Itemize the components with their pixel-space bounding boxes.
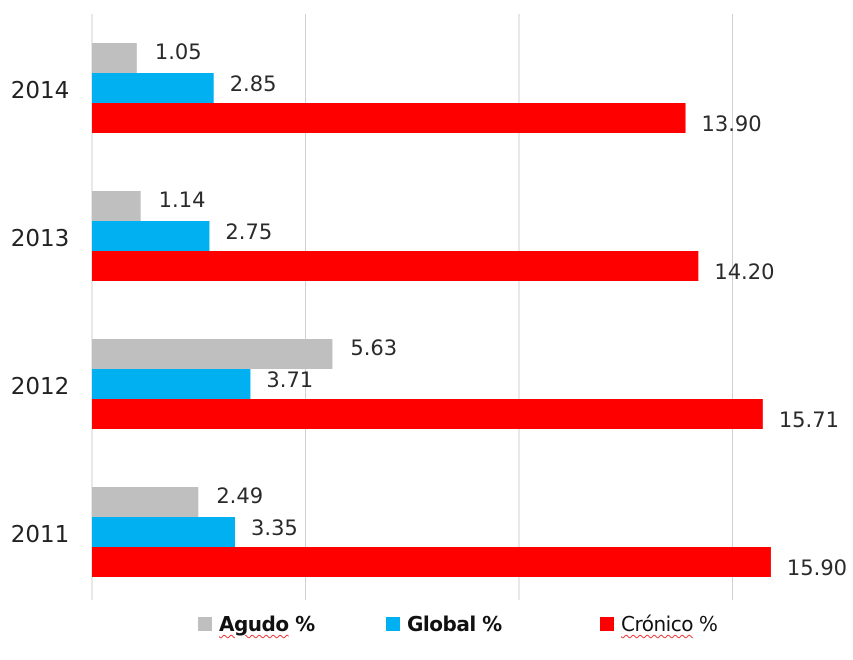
bar: [92, 251, 699, 281]
labels-group: 2014 1.05 2.85 13.90 2013 1.14 2.75 14.20 2012 5.…: [11, 40, 847, 580]
bar: [92, 191, 141, 221]
bar: [92, 339, 333, 369]
legend-item-cronico: Crónico %: [600, 604, 718, 644]
bar: [92, 103, 686, 133]
bar: [92, 73, 214, 103]
legend-label-global: Global %: [407, 612, 502, 636]
legend-label-cronico: Crónico %: [621, 612, 718, 636]
bar: [92, 399, 763, 429]
data-label: 14.20: [714, 260, 774, 284]
data-label: 3.71: [266, 368, 313, 392]
data-label: 2.49: [216, 484, 263, 508]
data-label: 5.63: [350, 336, 397, 360]
data-label: 1.14: [159, 188, 206, 212]
data-label: 3.35: [251, 516, 298, 540]
category-label: 2014: [11, 78, 70, 104]
data-label: 2.75: [225, 220, 272, 244]
legend-swatch-cronico: [600, 617, 614, 631]
bar: [92, 221, 210, 251]
bar-chart: 2014 1.05 2.85 13.90 2013 1.14 2.75 14.20 2012 5.…: [11, 14, 847, 600]
legend-swatch-global: [386, 617, 400, 631]
legend-label-agudo: Agudo %: [219, 612, 315, 636]
bars-group: [92, 43, 771, 577]
category-label: 2012: [11, 374, 70, 400]
data-label: 2.85: [230, 72, 277, 96]
bar: [92, 547, 771, 577]
bar: [92, 43, 137, 73]
data-label: 15.71: [779, 408, 839, 432]
category-label: 2013: [11, 226, 70, 252]
bar: [92, 517, 236, 547]
legend: Agudo % Global % Crónico %: [0, 604, 853, 644]
legend-swatch-agudo: [198, 617, 212, 631]
data-label: 13.90: [702, 112, 762, 136]
legend-item-agudo: Agudo %: [198, 604, 315, 644]
data-label: 1.05: [155, 40, 202, 64]
category-label: 2011: [11, 522, 70, 548]
bar: [92, 487, 199, 517]
legend-item-global: Global %: [386, 604, 502, 644]
data-label: 15.90: [787, 556, 847, 580]
bar: [92, 369, 251, 399]
